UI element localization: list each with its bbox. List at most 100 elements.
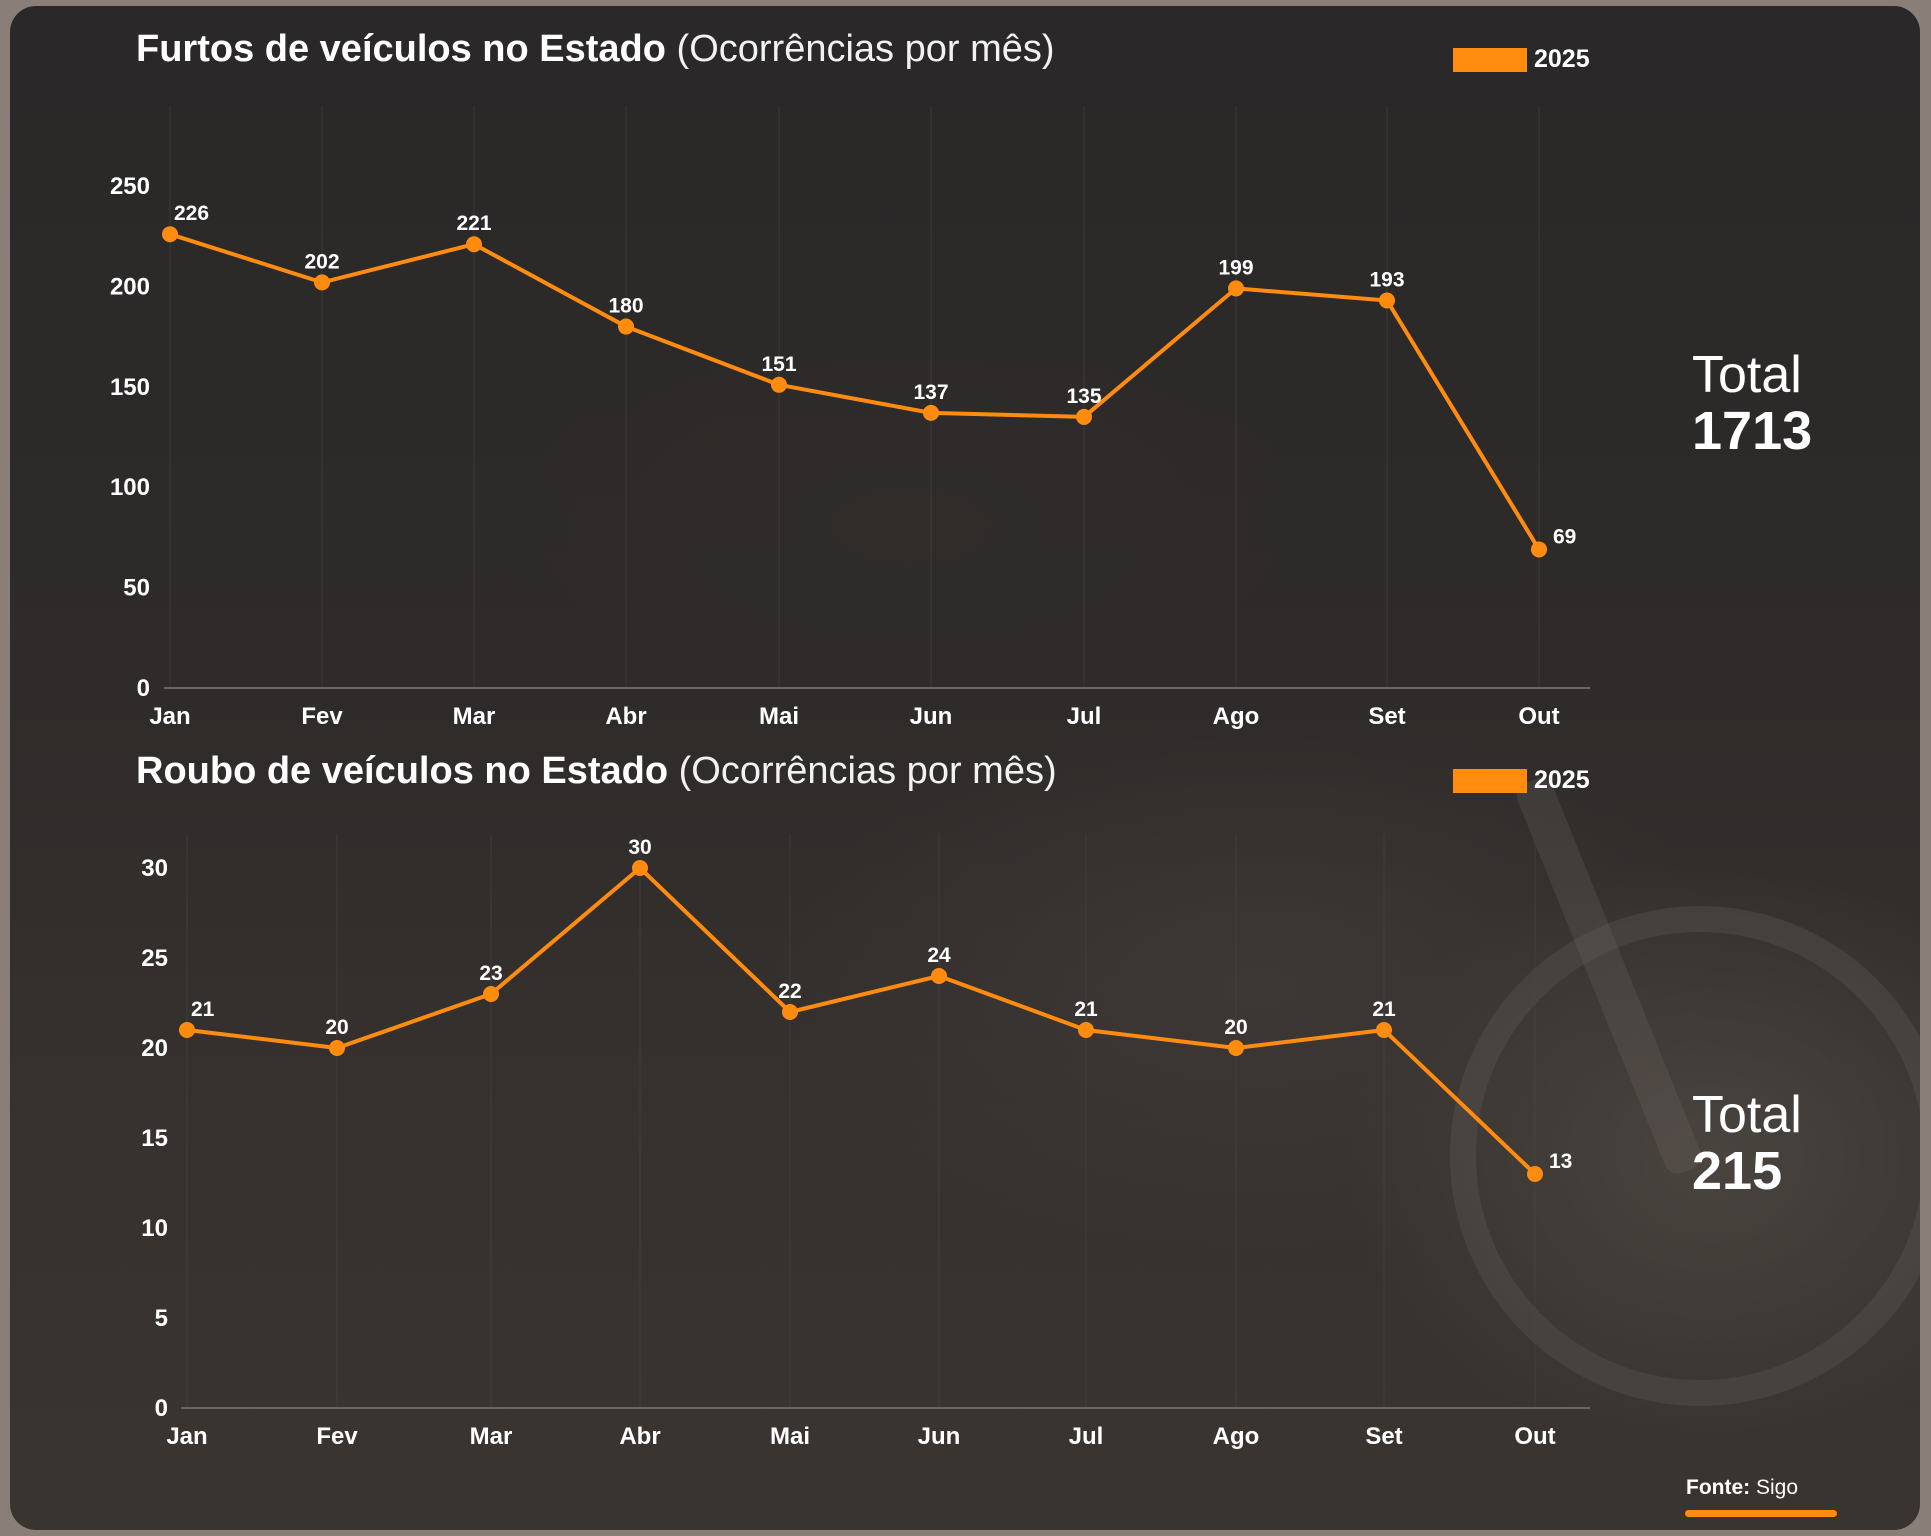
data-point bbox=[162, 226, 178, 243]
roubos-title-light: (Ocorrências por mês) bbox=[678, 750, 1057, 792]
x-tick-label: Fev bbox=[301, 703, 343, 730]
furtos-chart-title: Furtos de veículos no Estado (Ocorrência… bbox=[136, 28, 1055, 71]
data-point bbox=[483, 986, 499, 1002]
x-tick-label: Fev bbox=[316, 1423, 358, 1450]
x-tick-label: Mai bbox=[770, 1423, 810, 1450]
x-tick-label: Jun bbox=[910, 703, 953, 730]
data-label: 13 bbox=[1549, 1150, 1572, 1173]
furtos-legend: 2025 bbox=[1453, 45, 1590, 74]
data-label: 24 bbox=[927, 944, 951, 967]
roubos-total-label: Total bbox=[1692, 1086, 1802, 1144]
data-point bbox=[618, 318, 634, 335]
data-label: 151 bbox=[761, 353, 796, 376]
y-tick-label: 10 bbox=[141, 1215, 168, 1242]
data-label: 22 bbox=[778, 980, 801, 1003]
data-label: 202 bbox=[304, 250, 339, 273]
data-point bbox=[782, 1004, 798, 1020]
source-underline bbox=[1685, 1510, 1837, 1517]
data-label: 199 bbox=[1218, 256, 1253, 279]
infographic-card: Furtos de veículos no Estado (Ocorrência… bbox=[10, 6, 1920, 1530]
data-label: 20 bbox=[325, 1016, 348, 1039]
source-label: Fonte: bbox=[1686, 1476, 1751, 1499]
y-tick-label: 150 bbox=[110, 374, 150, 401]
data-point bbox=[923, 404, 939, 421]
roubos-chart-title: Roubo de veículos no Estado (Ocorrências… bbox=[136, 750, 1057, 793]
y-tick-label: 0 bbox=[137, 675, 150, 702]
data-point bbox=[179, 1022, 195, 1038]
legend-swatch bbox=[1453, 768, 1527, 793]
data-label: 221 bbox=[456, 212, 491, 235]
x-tick-label: Mar bbox=[453, 703, 496, 730]
data-label: 20 bbox=[1224, 1016, 1247, 1039]
data-point bbox=[314, 274, 330, 291]
series-line bbox=[169, 232, 1541, 551]
x-tick-label: Jun bbox=[918, 1423, 961, 1450]
x-tick-label: Abr bbox=[619, 1423, 660, 1450]
data-point bbox=[1228, 1040, 1244, 1056]
roubos-total: Total 215 bbox=[1692, 1088, 1802, 1199]
data-label: 23 bbox=[479, 962, 502, 985]
roubos-line-plot: 0 5 10 15 20 25 30 Jan Fev Mar Abr Mai Jun Jul Ago Set O… bbox=[141, 834, 1590, 1450]
x-tick-label: Jan bbox=[149, 703, 190, 730]
data-point bbox=[1376, 1022, 1392, 1038]
roubos-title-bold: Roubo de veículos no Estado bbox=[136, 750, 669, 792]
data-point bbox=[1078, 1022, 1094, 1038]
x-tick-label: Jul bbox=[1067, 703, 1102, 730]
data-label: 69 bbox=[1553, 525, 1576, 548]
y-tick-label: 30 bbox=[141, 855, 168, 882]
y-tick-label: 15 bbox=[141, 1125, 168, 1152]
x-tick-label: Jan bbox=[166, 1423, 207, 1450]
y-tick-label: 0 bbox=[155, 1395, 168, 1422]
y-tick-label: 20 bbox=[141, 1035, 168, 1062]
furtos-total-value: 1713 bbox=[1692, 400, 1813, 461]
legend-label: 2025 bbox=[1534, 45, 1590, 73]
furtos-total: Total 1713 bbox=[1692, 348, 1812, 459]
data-label: 21 bbox=[1372, 998, 1396, 1021]
data-point bbox=[1531, 541, 1547, 558]
y-tick-label: 250 bbox=[110, 173, 150, 200]
x-tick-label: Mai bbox=[759, 703, 799, 730]
y-tick-label: 50 bbox=[123, 575, 150, 602]
data-label: 21 bbox=[191, 998, 215, 1021]
data-point bbox=[329, 1040, 345, 1056]
furtos-total-label: Total bbox=[1692, 346, 1802, 404]
y-tick-label: 100 bbox=[110, 474, 150, 501]
data-label: 137 bbox=[913, 381, 948, 404]
data-point bbox=[771, 376, 787, 393]
legend-swatch bbox=[1453, 47, 1527, 72]
legend-label: 2025 bbox=[1534, 766, 1590, 794]
source-credit: Fonte: Sigo bbox=[1686, 1476, 1798, 1500]
y-tick-label: 25 bbox=[141, 945, 168, 972]
data-point bbox=[1527, 1166, 1543, 1182]
data-label: 30 bbox=[628, 836, 651, 859]
x-tick-label: Out bbox=[1514, 1423, 1555, 1450]
data-label: 180 bbox=[608, 295, 643, 318]
x-tick-label: Mar bbox=[470, 1423, 513, 1450]
data-point bbox=[1076, 408, 1092, 425]
roubos-legend: 2025 bbox=[1453, 766, 1590, 795]
data-point bbox=[632, 860, 648, 876]
x-tick-label: Abr bbox=[605, 703, 646, 730]
data-point bbox=[1379, 292, 1395, 309]
x-tick-label: Ago bbox=[1213, 703, 1260, 730]
data-label: 193 bbox=[1369, 268, 1404, 291]
x-tick-label: Set bbox=[1365, 1423, 1402, 1450]
y-tick-label: 5 bbox=[155, 1305, 168, 1332]
furtos-line-plot: 0 50 100 150 200 250 Jan Fev Mar Abr Mai Jun Jul Ago S… bbox=[110, 106, 1590, 730]
data-point bbox=[1228, 280, 1244, 297]
data-label: 135 bbox=[1066, 385, 1101, 408]
x-tick-label: Set bbox=[1368, 703, 1405, 730]
data-point bbox=[931, 968, 947, 984]
x-tick-label: Jul bbox=[1069, 1423, 1104, 1450]
data-label: 21 bbox=[1074, 998, 1098, 1021]
series-line bbox=[186, 866, 1537, 1176]
y-tick-label: 200 bbox=[110, 273, 150, 300]
source-value: Sigo bbox=[1756, 1476, 1799, 1499]
x-tick-label: Ago bbox=[1213, 1423, 1260, 1450]
roubos-total-value: 215 bbox=[1692, 1140, 1783, 1201]
data-point bbox=[466, 236, 482, 253]
furtos-title-light: (Ocorrências por mês) bbox=[676, 28, 1055, 70]
x-tick-label: Out bbox=[1518, 703, 1559, 730]
furtos-title-bold: Furtos de veículos no Estado bbox=[136, 28, 666, 70]
data-label: 226 bbox=[174, 202, 209, 225]
